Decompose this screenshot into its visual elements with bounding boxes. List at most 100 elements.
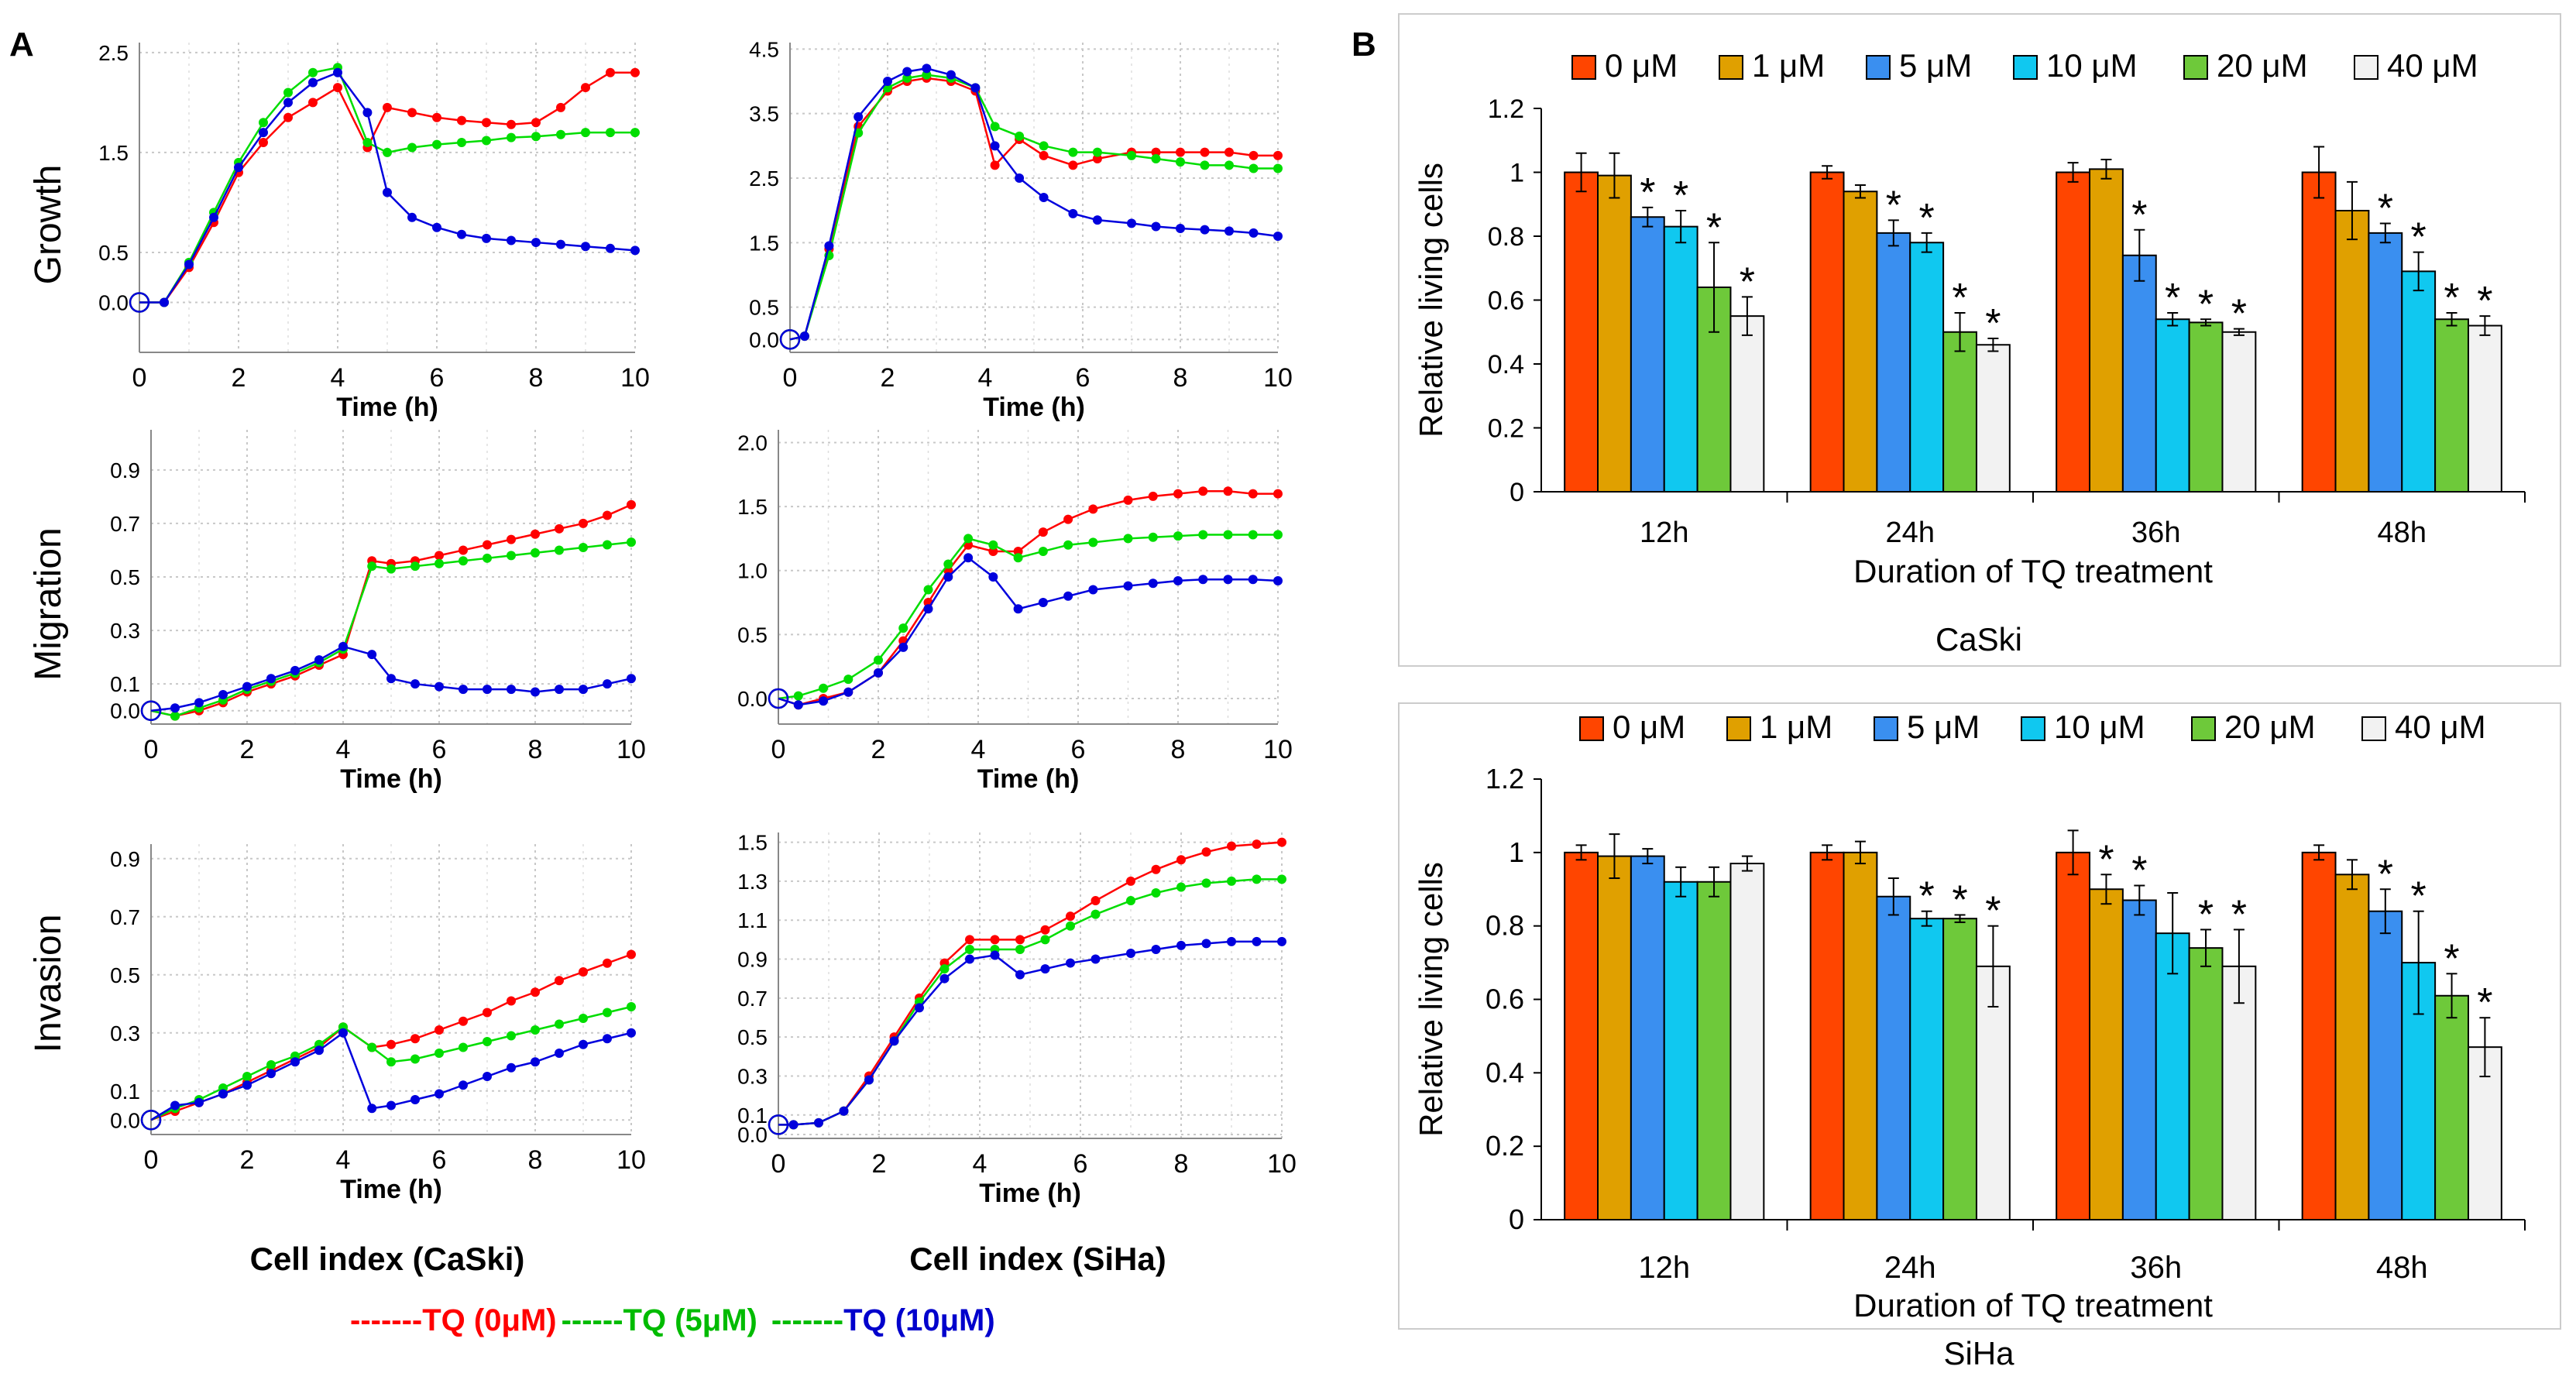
data-point [1248,530,1258,540]
data-point [434,1025,444,1035]
data-point [1273,163,1283,173]
data-point [939,964,950,974]
data-point [1224,147,1234,157]
legend-swatch-2 [1866,55,1891,80]
significance-star: * [2378,187,2393,232]
data-point [386,564,396,574]
chart-siha-growth: 0 2 4 6 8 10 0.0 0.5 1.5 2.5 3.5 4.5 Time (h) [749,37,1293,422]
data-point [1223,575,1233,585]
data-point [459,1080,468,1090]
data-point [1198,575,1208,585]
data-point [308,67,318,77]
category-label: 12h [1638,1251,1690,1285]
data-point [367,1042,377,1052]
data-point [1277,837,1286,847]
category-label: 48h [2378,517,2427,549]
data-point [630,245,640,256]
x-axis-label: Time (h) [977,764,1080,794]
data-point [290,665,300,675]
y-tick-label: 0.4 [1485,1056,1524,1088]
y-tick-label: 0.3 [737,1064,768,1088]
y-tick-label: 0.5 [110,963,140,987]
data-point [579,1039,588,1049]
x-axis-label: Time (h) [336,393,438,422]
x-tick-label: 10 [620,363,650,393]
legend-swatch-3 [2021,716,2045,741]
data-point [242,1072,252,1081]
y-tick-label: 0.0 [110,699,140,723]
data-point [1201,939,1211,949]
y-tick-label: 3.5 [749,102,779,126]
data-point [362,108,373,118]
data-point [1273,150,1283,160]
data-point [1127,150,1136,160]
data-point [283,88,293,98]
data-point [507,1031,516,1041]
data-point [283,98,293,108]
y-tick-label: 1.5 [737,495,768,519]
data-point [1038,598,1048,608]
x-tick-label: 6 [432,735,447,764]
x-tick-label: 4 [336,1145,351,1175]
y-tick-label: 0.9 [737,948,768,972]
data-point [1201,878,1211,888]
bar [1975,344,2011,493]
legend-swatch-0 [1579,716,1604,741]
row-label-migration: Migration [28,527,69,680]
data-point [627,1028,636,1038]
data-point [1091,954,1101,964]
significance-star: * [1640,170,1655,215]
data-point [333,67,342,77]
x-tick-label: 10 [1263,735,1293,764]
y-tick-label: 1.1 [737,908,768,932]
legend-swatch-1 [1726,716,1751,741]
y-tick-label: 0.3 [110,1021,140,1045]
y-tick-label: 0.5 [737,623,768,647]
data-point [483,1072,492,1081]
data-point [531,987,540,997]
data-point [367,650,377,660]
data-point [1038,546,1048,556]
chart-title: CaSki [1935,621,2022,657]
bar [1729,863,1765,1221]
data-point [1126,896,1135,906]
data-point [1123,581,1133,591]
y-tick-label: 2.0 [737,431,768,455]
data-point [1126,948,1135,958]
data-point [383,147,392,157]
data-point [988,546,998,556]
data-point [266,1060,276,1069]
data-point [824,241,834,251]
data-point [1126,876,1135,886]
significance-star: * [2378,852,2393,897]
data-point [990,160,1000,170]
data-point [531,1057,540,1067]
data-point [507,551,516,561]
legend-label-2: 5 μM [1899,47,1972,84]
data-point [531,132,541,142]
data-point [1015,131,1025,141]
data-point [579,967,588,977]
category-label: 24h [1884,1251,1936,1285]
legend-swatch-2 [1874,716,1898,741]
bar [1729,315,1765,493]
data-point [1148,532,1158,542]
data-point [242,681,252,692]
data-point [1040,935,1050,945]
x-tick-label: 4 [973,1149,987,1179]
data-point [1038,527,1048,537]
data-point [581,128,590,138]
bar [2221,965,2257,1220]
significance-star: * [2477,980,2492,1025]
bar [2368,232,2403,493]
x-tick-label: 6 [430,363,445,393]
data-point [1176,224,1185,233]
data-point [1273,575,1283,585]
y-tick-label: 0.1 [110,672,140,696]
data-point [314,1045,324,1056]
x-tick-label: 8 [1174,1149,1189,1179]
data-point [1173,531,1183,541]
data-point [218,1089,228,1099]
data-point [1091,909,1101,919]
data-point [970,83,981,93]
